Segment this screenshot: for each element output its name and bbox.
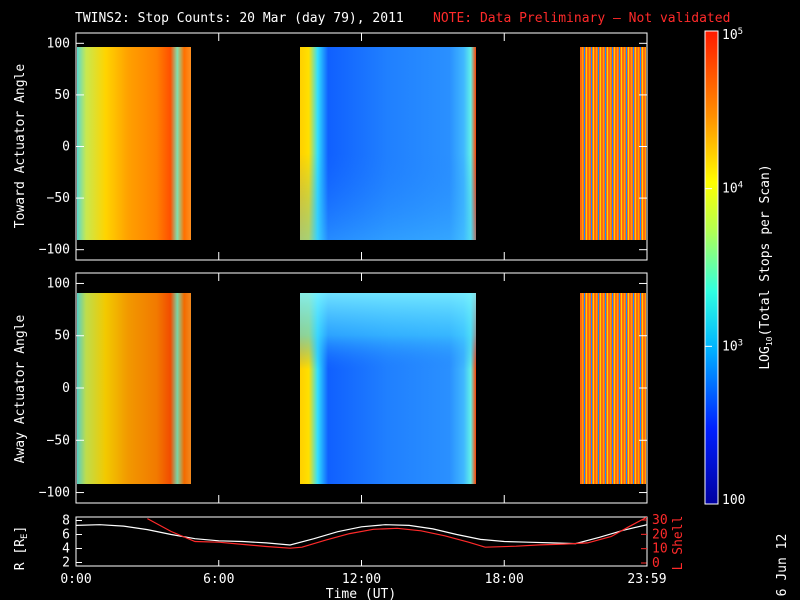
- data-segment-2-shade: [300, 47, 476, 240]
- r-tick-label: 8: [62, 514, 70, 529]
- x-tick-label: 12:00: [342, 572, 381, 587]
- toward-heatmap-panel: 100 50 0 −50 −100 Toward Actuator Angle: [13, 32, 648, 261]
- x-tick-label: 18:00: [485, 572, 524, 587]
- colorbar-label: LOG10(Total Stops per Scan): [758, 164, 774, 369]
- lshell-tick-label: 20: [652, 527, 668, 542]
- lshell-series-line: [147, 517, 647, 549]
- y-axis-label: Toward Actuator Angle: [13, 64, 28, 229]
- data-segment-1: [77, 47, 191, 240]
- data-segment-2-shade: [300, 293, 476, 484]
- y-tick-label: −100: [39, 243, 70, 258]
- r-tick-label: 4: [62, 542, 70, 557]
- colorbar-tick-label: 103: [722, 338, 743, 354]
- r-axis-label: R [RE]: [13, 526, 30, 571]
- y-tick-label: −50: [47, 191, 70, 206]
- generation-date: 6 Jun 12: [775, 534, 790, 597]
- y-axis-label: Away Actuator Angle: [13, 314, 28, 463]
- y-tick-label: −100: [39, 486, 70, 501]
- data-segment-1: [77, 293, 191, 484]
- y-tick-label: 50: [54, 329, 70, 344]
- x-axis-label: Time (UT): [326, 587, 396, 600]
- y-tick-label: −50: [47, 433, 70, 448]
- lshell-tick-label: 30: [652, 513, 668, 528]
- x-tick-label: 0:00: [60, 572, 91, 587]
- figure-title: TWINS2: Stop Counts: 20 Mar (day 79), 20…: [75, 11, 404, 26]
- colorbar-tick-label: 105: [722, 27, 743, 43]
- y-tick-label: 50: [54, 88, 70, 103]
- colorbar-tick-label: 104: [722, 181, 743, 197]
- x-tick-label: 6:00: [203, 572, 234, 587]
- panel-frame: [75, 516, 648, 567]
- r-tick-label: 6: [62, 528, 70, 543]
- lshell-axis-label: L Shell: [671, 516, 686, 571]
- x-tick-label: 23:59: [627, 572, 666, 587]
- r-series-line: [76, 524, 647, 546]
- preliminary-note: NOTE: Data Preliminary – Not validated: [433, 11, 730, 26]
- data-segment-3: [580, 47, 646, 240]
- y-tick-label: 0: [62, 140, 70, 155]
- colorbar: 105 104 103 100 LOG10(Total Stops per Scan): [704, 27, 774, 508]
- lshell-tick-label: 0: [652, 556, 660, 571]
- lshell-tick-label: 10: [652, 542, 668, 557]
- data-segment-3: [580, 293, 646, 484]
- colorbar-ramp: [704, 30, 719, 505]
- colorbar-tick-label: 100: [722, 493, 745, 508]
- away-heatmap-panel: 100 50 0 −50 −100 Away Actuator Angle: [13, 272, 648, 504]
- y-tick-label: 0: [62, 381, 70, 396]
- y-tick-label: 100: [47, 276, 70, 291]
- y-tick-label: 100: [47, 36, 70, 51]
- r-tick-label: 2: [62, 556, 70, 571]
